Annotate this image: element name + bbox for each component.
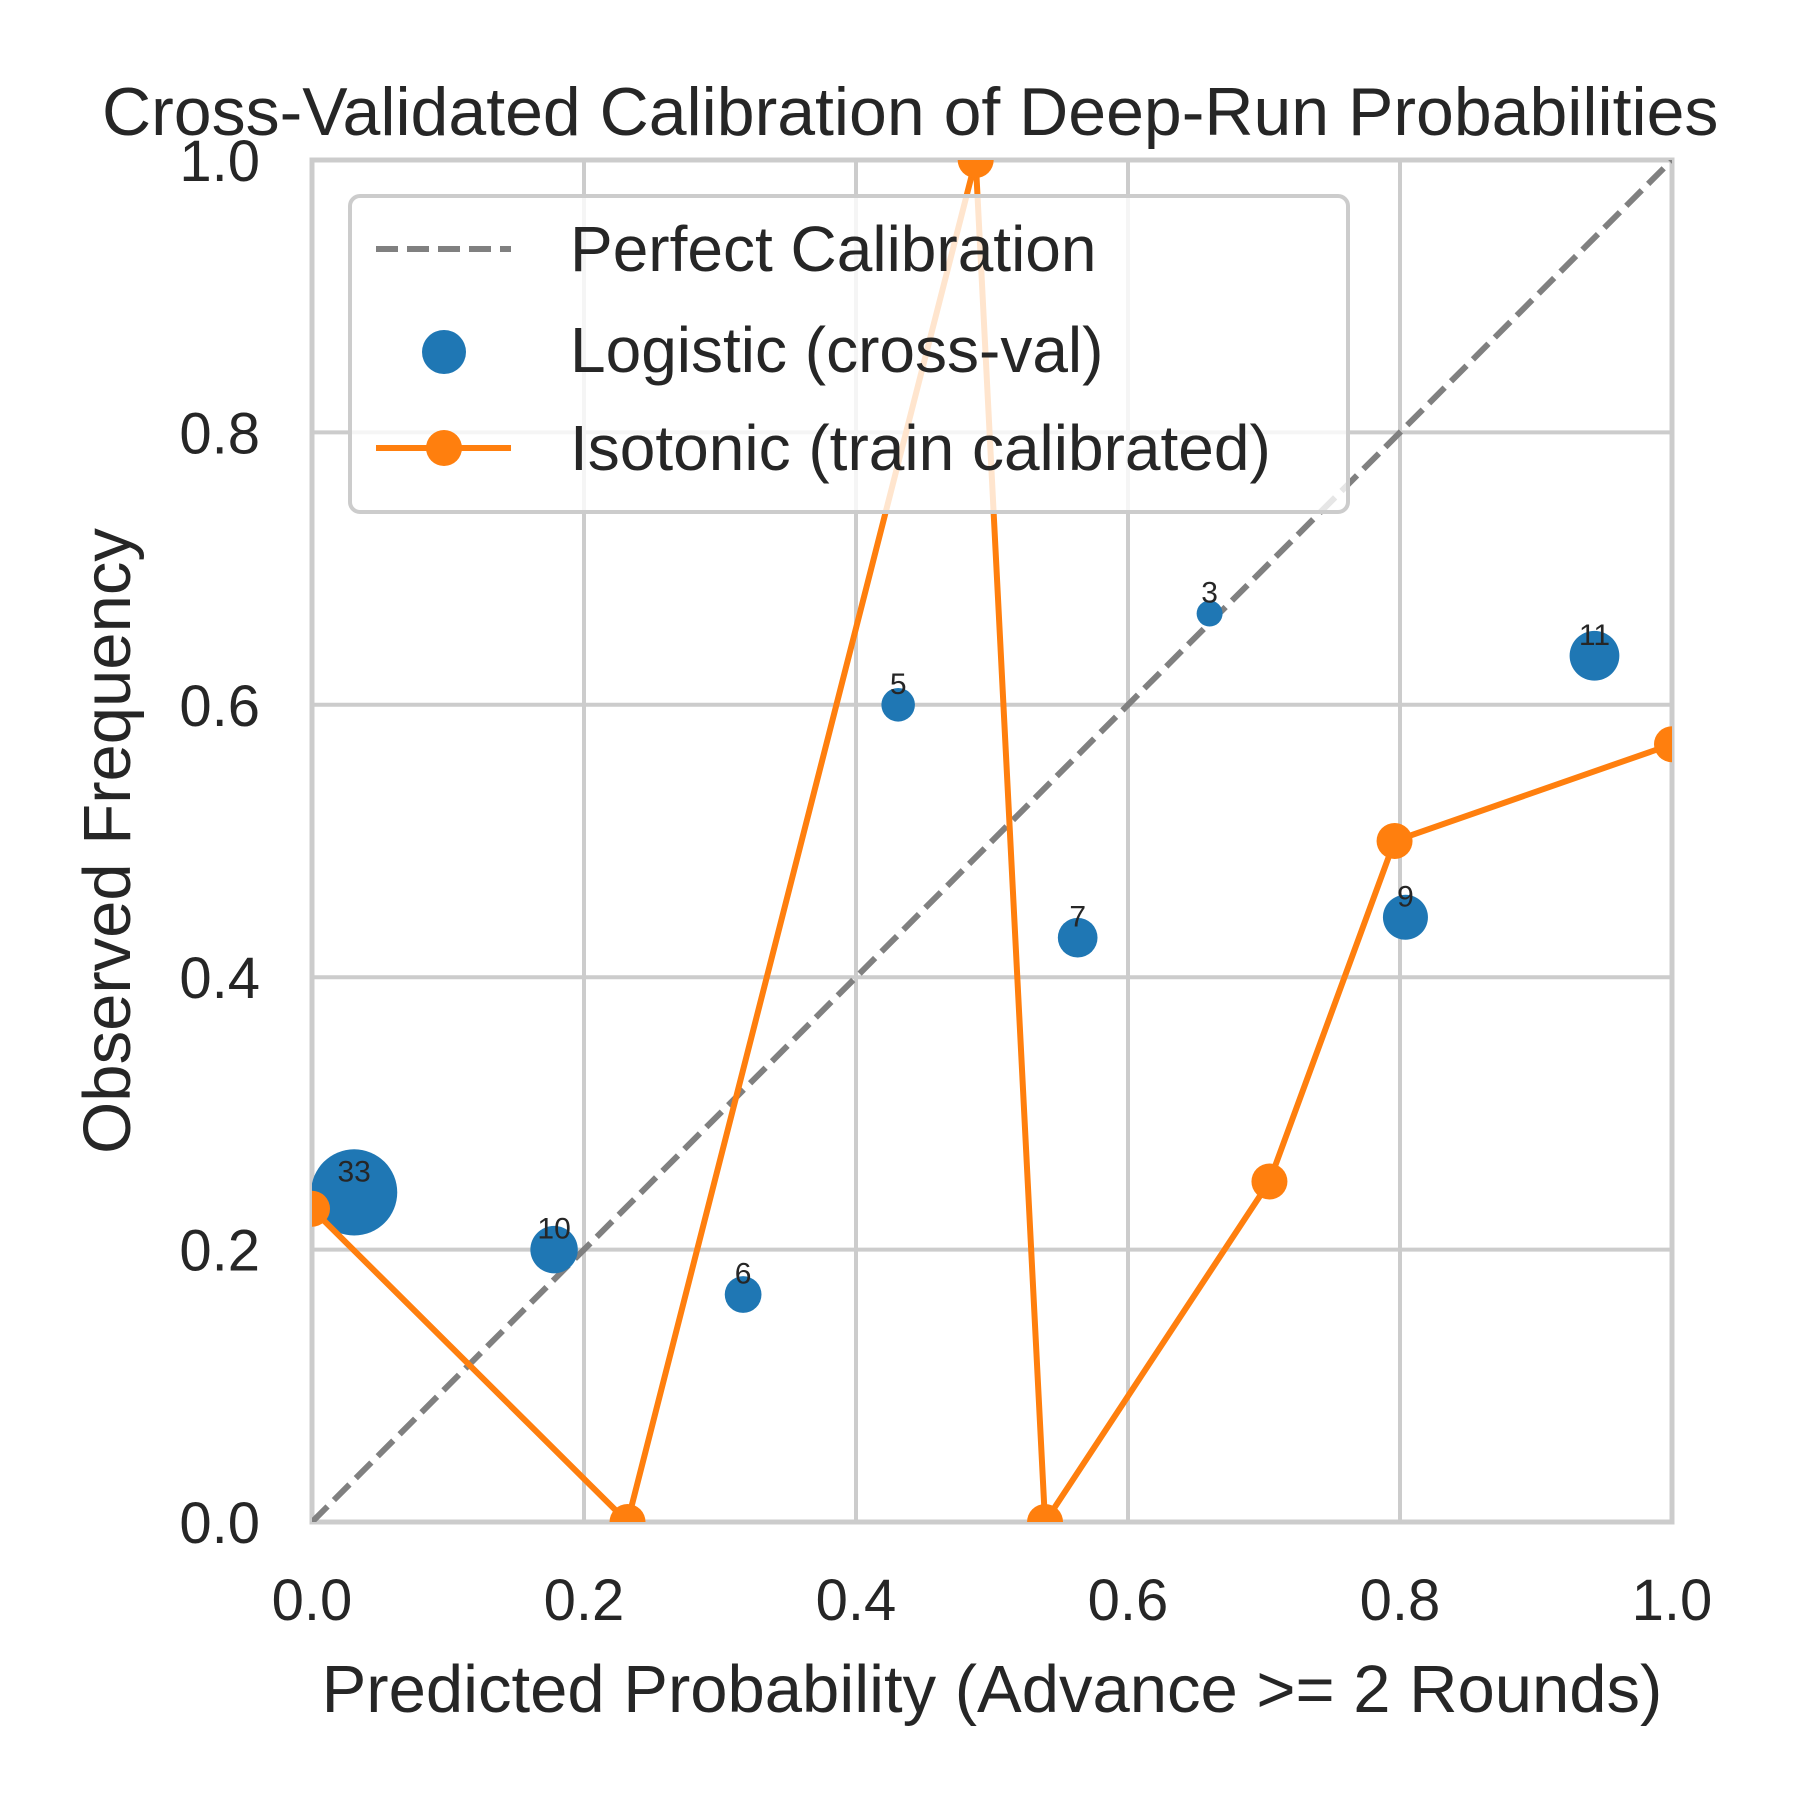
logistic-point: [530, 1225, 578, 1274]
legend: Perfect Calibration Logistic (cross-val)…: [348, 194, 1350, 514]
isotonic-marker: [1654, 726, 1672, 763]
logistic-count-label: 6: [735, 1258, 752, 1291]
logistic-point: [1382, 894, 1428, 940]
logistic-point: [1057, 917, 1098, 958]
tick-labels: 0.0 0.2 0.4 0.6 0.8 1.0 0.0 0.2 0.4 0.6 0.8 1.0: [179, 129, 1712, 1633]
isotonic-marker: [1027, 1504, 1064, 1522]
x-tick-label: 0.6: [1088, 1568, 1169, 1633]
x-tick-label: 0.0: [272, 1568, 353, 1633]
isotonic-marker: [1376, 823, 1413, 859]
y-tick-label: 0.4: [179, 946, 260, 1011]
x-tick-label: 0.2: [544, 1568, 625, 1633]
y-tick-label: 0.2: [179, 1219, 260, 1284]
x-tick-label: 0.8: [1360, 1568, 1441, 1633]
legend-box: [348, 194, 1350, 514]
legend-blue-dot-icon: [422, 330, 466, 374]
logistic-count-label: 5: [890, 668, 907, 701]
y-tick-label: 0.8: [179, 401, 260, 466]
legend-label-logistic: Logistic (cross-val): [570, 314, 1103, 386]
logistic-point: [1196, 600, 1223, 627]
x-tick-label: 0.4: [816, 1568, 897, 1633]
y-tick-label: 1.0: [179, 129, 260, 194]
chart-title: Cross-Validated Calibration of Deep-Run …: [102, 74, 1718, 150]
legend-label-isotonic: Isotonic (train calibrated): [570, 412, 1271, 484]
logistic-count-label: 3: [1201, 577, 1218, 610]
logistic-count-label: 11: [1579, 619, 1610, 652]
legend-label-perfect: Perfect Calibration: [570, 213, 1096, 285]
logistic-point: [312, 1149, 398, 1236]
legend-orange-marker-icon: [426, 430, 462, 466]
logistic-count-label: 9: [1397, 880, 1414, 913]
logistic-count-label: 10: [537, 1213, 570, 1246]
x-tick-label: 1.0: [1632, 1568, 1713, 1633]
perfect-calibration-line: [312, 160, 1672, 1522]
logistic-count-label: 7: [1069, 901, 1086, 934]
y-axis-label: Observed Frequency: [70, 528, 145, 1154]
isotonic-marker: [609, 1504, 646, 1522]
plot-area: 33 10 6 5 7 3 9 11: [312, 160, 1672, 1522]
isotonic-marker: [1251, 1163, 1288, 1200]
logistic-point: [724, 1276, 762, 1313]
isotonic-marker: [957, 160, 994, 178]
y-tick-label: 0.6: [179, 674, 260, 739]
logistic-count-label: 33: [337, 1155, 370, 1188]
isotonic-marker: [312, 1190, 330, 1227]
y-tick-label: 0.0: [179, 1491, 260, 1556]
logistic-point: [881, 688, 915, 722]
logistic-point: [1569, 630, 1620, 681]
x-axis-label: Predicted Probability (Advance >= 2 Roun…: [322, 1652, 1663, 1727]
